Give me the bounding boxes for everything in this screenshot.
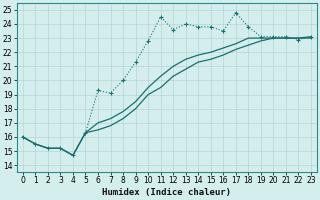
X-axis label: Humidex (Indice chaleur): Humidex (Indice chaleur) <box>102 188 231 197</box>
